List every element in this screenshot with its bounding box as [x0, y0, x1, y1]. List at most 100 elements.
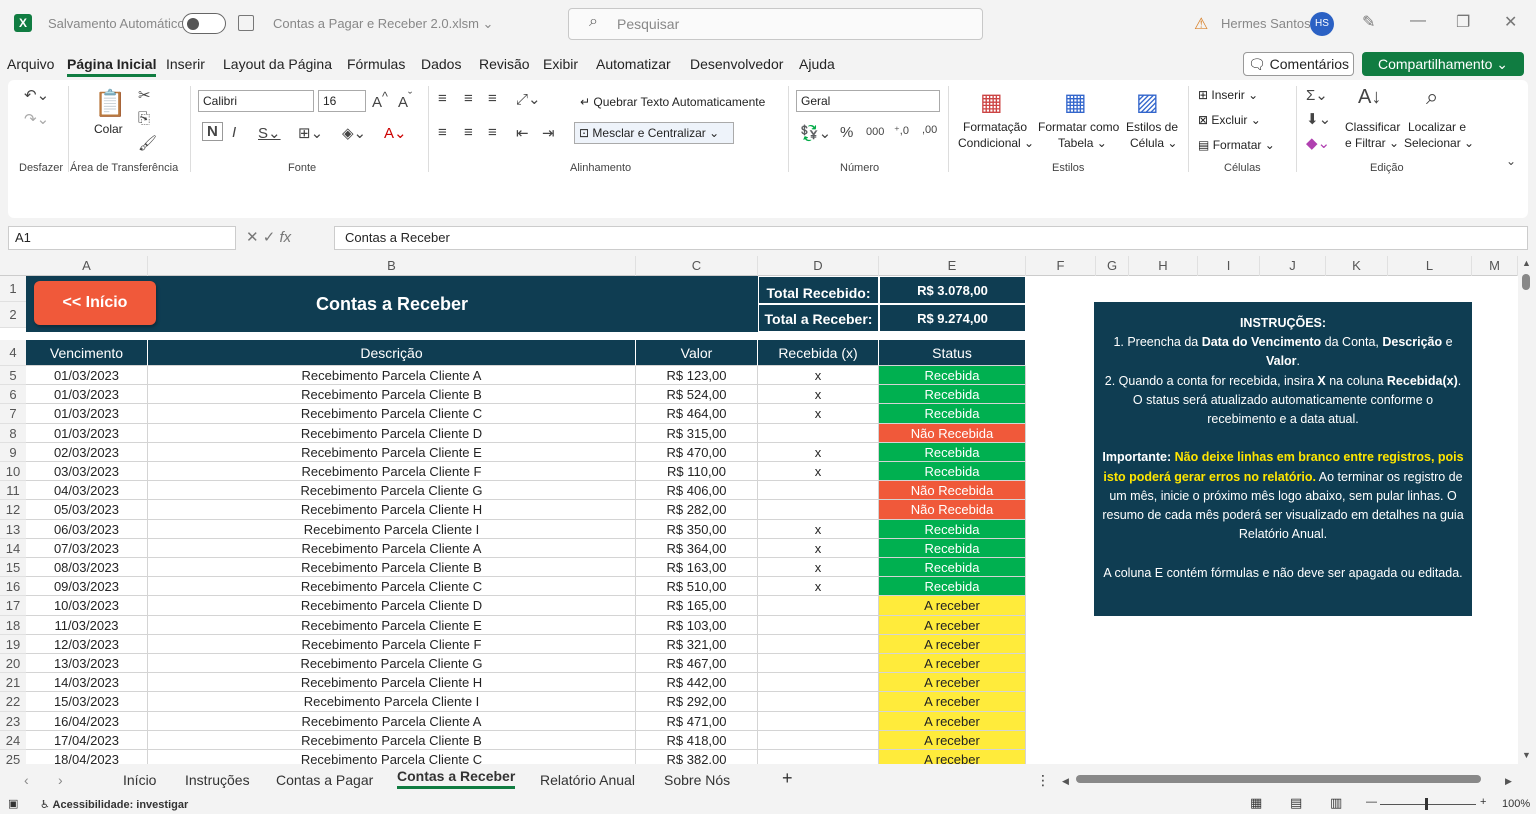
find-select-label[interactable]: Localizar e: [1408, 120, 1467, 134]
cell-status[interactable]: A receber: [879, 596, 1026, 616]
cell-status[interactable]: Recebida: [879, 538, 1026, 558]
cell-date[interactable]: 01/03/2023: [26, 366, 148, 386]
cond-format-icon[interactable]: ▦: [980, 89, 1003, 116]
row-header-25[interactable]: 25: [0, 750, 26, 764]
cell-date[interactable]: 17/04/2023: [26, 730, 148, 750]
cell-value[interactable]: R$ 442,00: [636, 673, 758, 693]
decrease-decimal-icon[interactable]: ,00: [922, 124, 938, 136]
align-left-icon[interactable]: ≡: [438, 124, 447, 141]
cell-desc[interactable]: Recebimento Parcela Cliente D: [148, 423, 636, 443]
normal-view-icon[interactable]: ▦: [1250, 795, 1263, 810]
cell-date[interactable]: 01/03/2023: [26, 404, 148, 424]
cell-desc[interactable]: Recebimento Parcela Cliente G: [148, 481, 636, 501]
delete-cells-button[interactable]: ⊠ Excluir ⌄: [1198, 113, 1261, 127]
grow-font-icon[interactable]: A^: [372, 90, 388, 111]
formula-input[interactable]: Contas a Receber: [334, 226, 1528, 250]
save-icon[interactable]: [238, 15, 254, 31]
cell-status[interactable]: Recebida: [879, 442, 1026, 462]
italic-icon[interactable]: I: [232, 124, 237, 141]
undo-icon[interactable]: ↶⌄: [24, 87, 50, 104]
find-icon[interactable]: ⌕: [1426, 84, 1439, 109]
comments-button[interactable]: 🗨 Comentários: [1243, 52, 1354, 76]
cell-value[interactable]: R$ 350,00: [636, 519, 758, 539]
cond-format-label[interactable]: Formatação: [963, 120, 1028, 134]
restore-icon[interactable]: ❐: [1456, 14, 1471, 31]
cell-date[interactable]: 12/03/2023: [26, 634, 148, 654]
menu-exibir[interactable]: Exibir: [543, 56, 579, 72]
row-header-23[interactable]: 23: [0, 711, 26, 731]
cell-status[interactable]: A receber: [879, 673, 1026, 693]
cell-x[interactable]: x: [758, 462, 879, 482]
cell-x[interactable]: x: [758, 558, 879, 578]
row-header-7[interactable]: 7: [0, 404, 26, 424]
row-header-6[interactable]: 6: [0, 385, 26, 405]
cell-x[interactable]: [758, 654, 879, 674]
warning-icon[interactable]: ⚠: [1194, 16, 1209, 33]
share-button[interactable]: Compartilhamento ⌄: [1362, 52, 1524, 76]
find-select-label2[interactable]: Selecionar ⌄: [1404, 136, 1475, 150]
fill-icon[interactable]: ⬇⌄: [1306, 111, 1332, 128]
increase-indent-icon[interactable]: ⇥: [542, 125, 555, 142]
cell-date[interactable]: 01/03/2023: [26, 385, 148, 405]
cell-value[interactable]: R$ 382,00: [636, 750, 758, 764]
column-header-K[interactable]: K: [1326, 256, 1388, 276]
menu-inserir[interactable]: Inserir: [166, 56, 205, 72]
zoom-level[interactable]: 100%: [1502, 798, 1531, 810]
row-header-8[interactable]: 8: [0, 423, 26, 443]
format-table-label[interactable]: Formatar como: [1038, 120, 1120, 134]
autosave-toggle[interactable]: [182, 13, 226, 34]
cell-x[interactable]: [758, 423, 879, 443]
percent-icon[interactable]: %: [840, 124, 854, 141]
row-header-19[interactable]: 19: [0, 634, 26, 654]
cell-value[interactable]: R$ 103,00: [636, 615, 758, 635]
header-2[interactable]: Valor: [636, 340, 758, 366]
cell-value[interactable]: R$ 163,00: [636, 558, 758, 578]
cell-value[interactable]: R$ 321,00: [636, 634, 758, 654]
cell-x[interactable]: [758, 615, 879, 635]
row-header-9[interactable]: 9: [0, 442, 26, 462]
cell-desc[interactable]: Recebimento Parcela Cliente F: [148, 634, 636, 654]
menu-arquivo[interactable]: Arquivo: [7, 56, 55, 72]
cell-x[interactable]: [758, 596, 879, 616]
row-header-16[interactable]: 16: [0, 577, 26, 597]
menu-ajuda[interactable]: Ajuda: [799, 56, 835, 72]
cell-styles-label[interactable]: Estilos de: [1126, 120, 1179, 134]
cond-format-label2[interactable]: Condicional ⌄: [958, 136, 1035, 150]
cell-x[interactable]: x: [758, 538, 879, 558]
row-header-14[interactable]: 14: [0, 538, 26, 558]
cell-date[interactable]: 15/03/2023: [26, 692, 148, 712]
cell-x[interactable]: x: [758, 404, 879, 424]
row-header-24[interactable]: 24: [0, 730, 26, 750]
cell-x[interactable]: x: [758, 385, 879, 405]
tab-prev-icon[interactable]: ‹: [24, 772, 29, 788]
cell-x[interactable]: [758, 673, 879, 693]
cell-desc[interactable]: Recebimento Parcela Cliente A: [148, 711, 636, 731]
total-receivable-label[interactable]: Total a Receber:: [758, 304, 879, 332]
cell-x[interactable]: [758, 481, 879, 501]
zoom-out-icon[interactable]: —: [1366, 796, 1377, 808]
autosum-icon[interactable]: Σ⌄: [1306, 87, 1328, 104]
cell-value[interactable]: R$ 406,00: [636, 481, 758, 501]
cell-desc[interactable]: Recebimento Parcela Cliente B: [148, 730, 636, 750]
cell-x[interactable]: x: [758, 366, 879, 386]
menu-layout[interactable]: Layout da Página: [223, 56, 332, 72]
cell-value[interactable]: R$ 470,00: [636, 442, 758, 462]
row-header-18[interactable]: 18: [0, 615, 26, 635]
sort-filter-label[interactable]: Classificar: [1345, 120, 1401, 134]
cell-status[interactable]: Não Recebida: [879, 500, 1026, 520]
cell-status[interactable]: A receber: [879, 634, 1026, 654]
insert-cells-button[interactable]: ⊞ Inserir ⌄: [1198, 88, 1259, 102]
hscroll-left-icon[interactable]: ◀: [1062, 776, 1069, 786]
cell-status[interactable]: Não Recebida: [879, 481, 1026, 501]
row-header-12[interactable]: 12: [0, 500, 26, 520]
orientation-icon[interactable]: ⤢⌄: [516, 91, 541, 108]
cell-date[interactable]: 05/03/2023: [26, 500, 148, 520]
row-header-2[interactable]: 2: [0, 302, 26, 328]
total-received-label[interactable]: Total Recebido:: [758, 276, 879, 304]
column-header-D[interactable]: D: [758, 256, 879, 276]
cell-date[interactable]: 10/03/2023: [26, 596, 148, 616]
column-header-G[interactable]: G: [1096, 256, 1129, 276]
cell-value[interactable]: R$ 418,00: [636, 730, 758, 750]
cell-date[interactable]: 02/03/2023: [26, 442, 148, 462]
